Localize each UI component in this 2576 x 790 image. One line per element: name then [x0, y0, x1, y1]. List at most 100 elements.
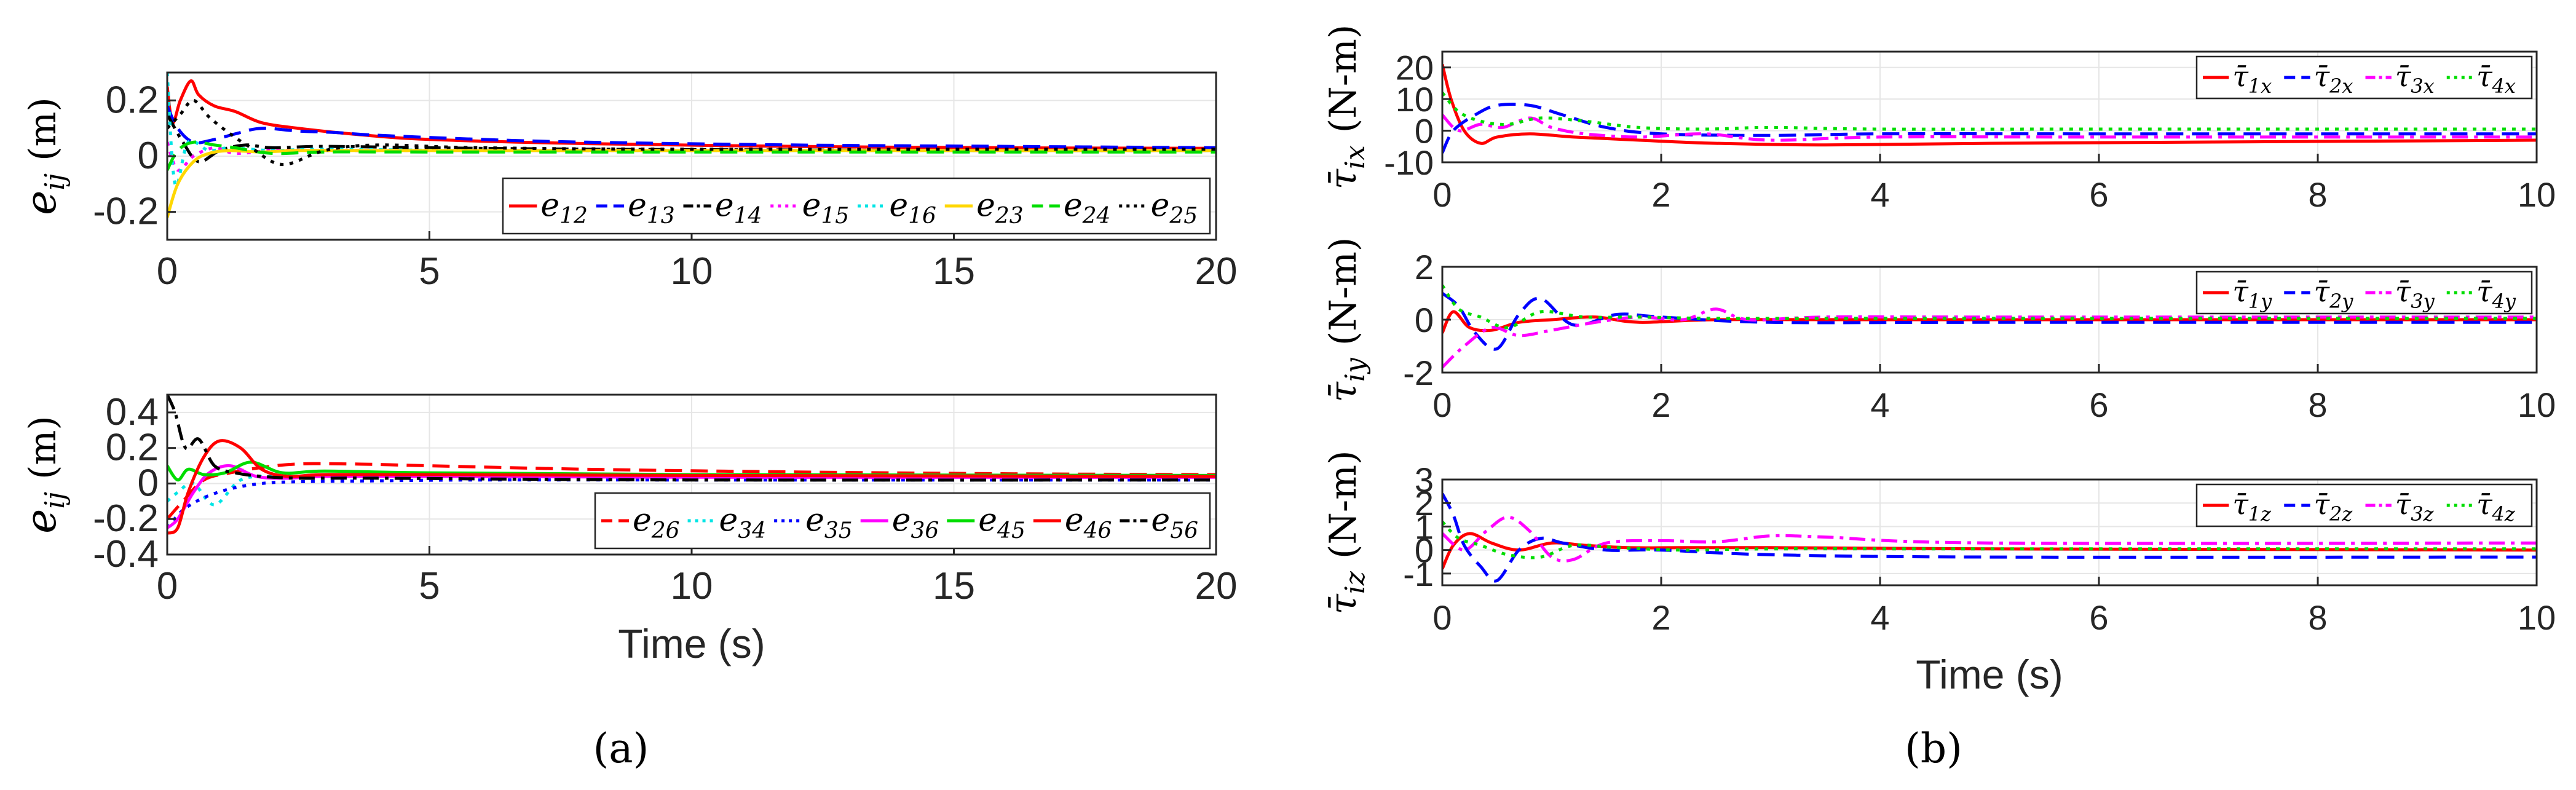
legend: e26 e34 e35 e36 e45 e46 e56: [594, 492, 1211, 550]
x-tick-label: 4: [1870, 385, 1889, 424]
series-group: [167, 73, 1216, 218]
legend-box: [2195, 271, 2533, 315]
y-tick-label: -0.2: [93, 191, 159, 233]
x-tick-label: 15: [933, 250, 975, 293]
series-line-14: [167, 113, 1216, 164]
legend-label-23: e23: [976, 188, 1024, 229]
y-tick-label: 10: [1396, 80, 1434, 119]
x-axis-label: Time (s): [618, 621, 765, 666]
axis-frame: [1441, 50, 2538, 164]
series-line-1z: [1442, 532, 2537, 570]
legend-label-12: e12: [540, 188, 588, 229]
series-line-3x: [1442, 114, 2537, 142]
series-line-56: [167, 395, 1216, 482]
y-tick-label: 0.2: [106, 79, 159, 121]
x-tick-label: 10: [2518, 385, 2556, 424]
y-tick-label: 1: [1415, 507, 1434, 546]
legend-label-4y: τ̄4y: [2476, 275, 2516, 313]
series-line-26: [167, 462, 1216, 520]
axis-frame: [1441, 478, 2538, 587]
y-tick-label: 0.2: [106, 427, 159, 469]
y-tick-label: 2: [1415, 248, 1434, 286]
series-line-35: [167, 478, 1216, 529]
y-tick-label: -1: [1403, 555, 1434, 593]
legend: τ̄1y τ̄2y τ̄3y τ̄4y: [2195, 271, 2533, 315]
legend-label-34: e34: [719, 502, 767, 543]
series-line-2z: [1442, 492, 2537, 583]
x-tick-label: 6: [2089, 175, 2108, 214]
x-tick-label: 15: [933, 565, 975, 607]
x-tick-label: 8: [2308, 385, 2327, 424]
legend-label-3z: τ̄3z: [2395, 488, 2435, 526]
y-tick-label: -0.4: [93, 533, 159, 575]
legend-label-2x: τ̄2x: [2314, 60, 2353, 98]
legend-label-4z: τ̄4z: [2476, 488, 2516, 526]
legend-label-3x: τ̄3x: [2395, 60, 2435, 98]
x-tick-label: 2: [1651, 598, 1670, 637]
x-tick-label: 4: [1870, 598, 1889, 637]
legend-label-15: e15: [802, 188, 850, 229]
y-tick-label: 0: [1415, 112, 1434, 151]
x-tick-label: 10: [671, 250, 713, 293]
series-line-16: [167, 73, 1216, 188]
legend-label-3y: τ̄3y: [2395, 275, 2435, 313]
y-tick-label: 2: [1415, 484, 1434, 523]
series-line-1x: [1442, 63, 2537, 147]
y-tick-label: -10: [1384, 143, 1434, 182]
legend-box: [2195, 55, 2533, 100]
legend: e12 e13 e14 e15 e16 e23 e24 e25: [502, 177, 1211, 235]
legend-label-1x: τ̄1x: [2232, 60, 2272, 98]
x-tick-label: 20: [1195, 565, 1238, 607]
y-axis-label: eij(m): [17, 416, 71, 534]
legend: τ̄1z τ̄2z τ̄3z τ̄4z: [2195, 483, 2533, 527]
series-line-3y: [1442, 307, 2537, 369]
x-tick-label: 8: [2308, 598, 2327, 637]
x-tick-label: 6: [2089, 385, 2108, 424]
y-axis-label: τ̄iy(N-m): [1322, 237, 1371, 403]
series-line-46: [167, 439, 1216, 535]
x-tick-label: 2: [1651, 175, 1670, 214]
panel-label-b: (b): [1905, 725, 1962, 772]
series-line-2y: [1442, 292, 2537, 351]
y-tick-label: 3: [1415, 460, 1434, 499]
x-tick-label: 20: [1195, 250, 1238, 293]
x-tick-label: 5: [419, 250, 440, 293]
x-tick-label: 4: [1870, 175, 1889, 214]
y-tick-label: 0.4: [106, 391, 159, 433]
y-tick-label: 0: [1415, 531, 1434, 570]
legend-box: [2195, 483, 2533, 527]
legend-label-13: e13: [628, 188, 675, 229]
series-line-13: [167, 105, 1216, 149]
chart-a-top: 0 5 10 15 20 -0.2 0 0.2 eij(m) e12 e13 e14 e15 e16 e23…: [17, 71, 1238, 293]
legend: τ̄1x τ̄2x τ̄3x τ̄4x: [2195, 55, 2533, 100]
series-group: [167, 395, 1216, 535]
legend-label-14: e14: [715, 188, 762, 229]
legend-label-2z: τ̄2z: [2314, 488, 2353, 526]
series-group: [1442, 284, 2537, 369]
series-line-24: [167, 140, 1216, 171]
x-tick-label: 8: [2308, 175, 2327, 214]
series-line-1y: [1442, 310, 2537, 334]
x-tick-label: 0: [157, 565, 178, 607]
x-tick-label: 2: [1651, 385, 1670, 424]
legend-label-24: e24: [1064, 188, 1111, 229]
legend-label-1y: τ̄1y: [2232, 275, 2272, 313]
series-group: [1442, 492, 2537, 583]
legend-label-4x: τ̄4x: [2476, 60, 2516, 98]
y-tick-label: 0: [138, 462, 159, 504]
y-tick-label: 0: [138, 135, 159, 177]
x-tick-label: 0: [1432, 385, 1452, 424]
series-line-36: [167, 464, 1216, 529]
x-axis-label: Time (s): [1916, 652, 2063, 697]
series-line-4z: [1442, 521, 2537, 559]
x-tick-label: 0: [157, 250, 178, 293]
legend-label-16: e16: [889, 188, 936, 229]
x-tick-label: 6: [2089, 598, 2108, 637]
y-tick-label: -2: [1403, 354, 1434, 392]
y-tick-label: 0: [1415, 301, 1434, 339]
legend-label-26: e26: [633, 502, 680, 543]
